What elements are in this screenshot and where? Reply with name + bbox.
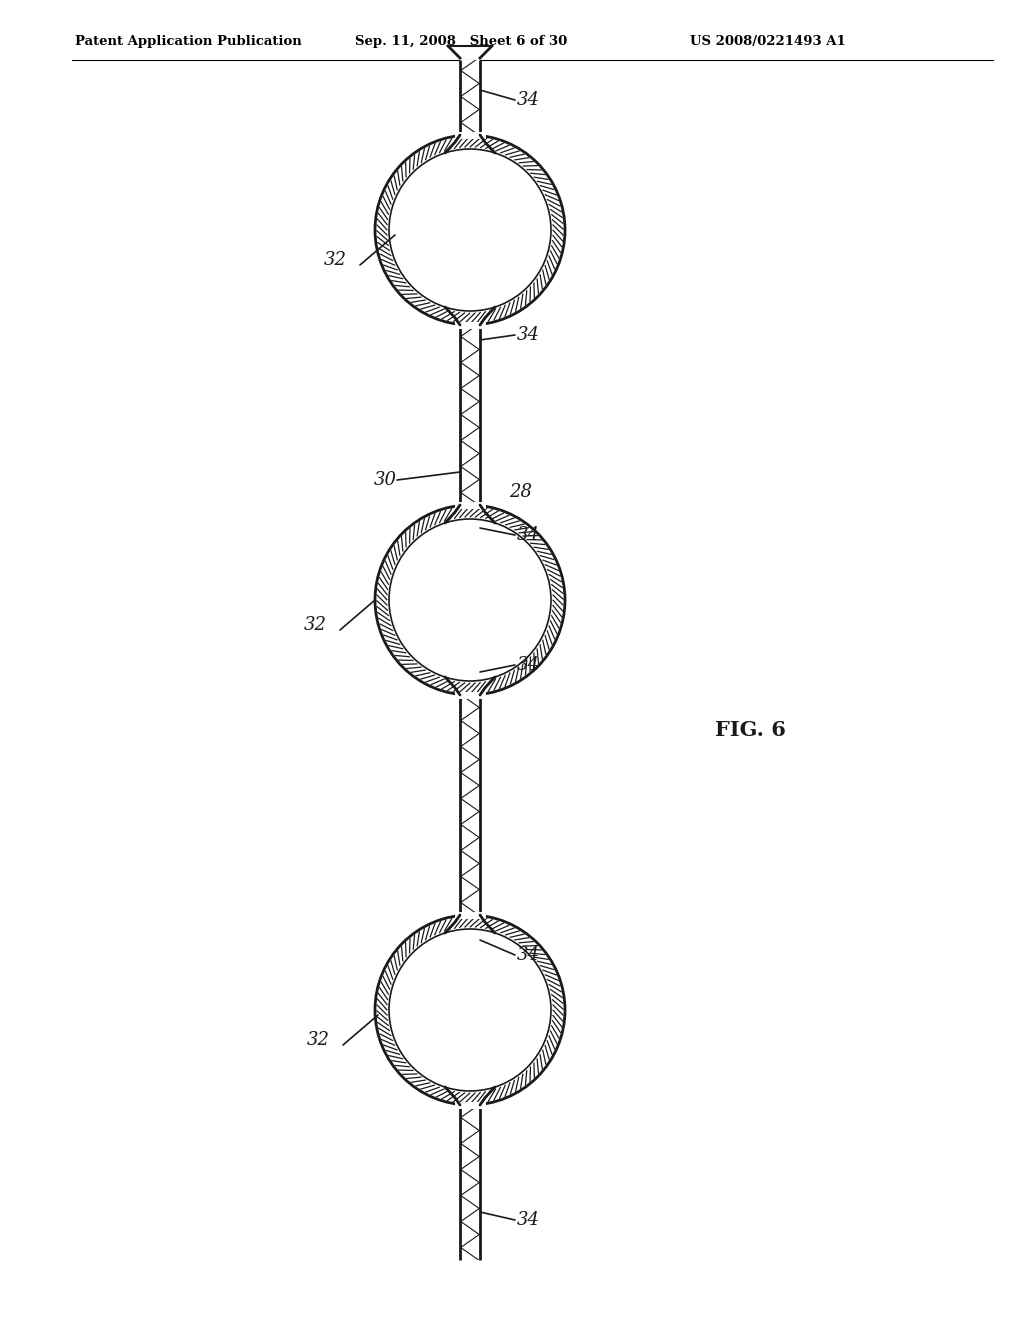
Text: 32: 32: [324, 251, 346, 269]
Text: Patent Application Publication: Patent Application Publication: [75, 36, 302, 49]
Text: US 2008/0221493 A1: US 2008/0221493 A1: [690, 36, 846, 49]
Circle shape: [390, 931, 550, 1090]
Bar: [460, 325, 480, 506]
Text: 34: 34: [516, 656, 540, 675]
Text: 34: 34: [516, 525, 540, 544]
Text: 34: 34: [516, 91, 540, 110]
Bar: [460, 696, 480, 915]
Text: FIG. 6: FIG. 6: [715, 719, 785, 741]
Circle shape: [390, 520, 550, 680]
Text: 28: 28: [510, 483, 532, 502]
Text: 34: 34: [516, 946, 540, 964]
Bar: [460, 1105, 480, 1261]
Bar: [460, 59, 480, 135]
Text: 34: 34: [516, 1210, 540, 1229]
Text: 32: 32: [306, 1031, 330, 1049]
Text: 34: 34: [516, 326, 540, 345]
Circle shape: [390, 150, 550, 310]
Text: 32: 32: [303, 616, 327, 634]
Text: 30: 30: [374, 471, 396, 488]
Text: Sep. 11, 2008   Sheet 6 of 30: Sep. 11, 2008 Sheet 6 of 30: [355, 36, 567, 49]
